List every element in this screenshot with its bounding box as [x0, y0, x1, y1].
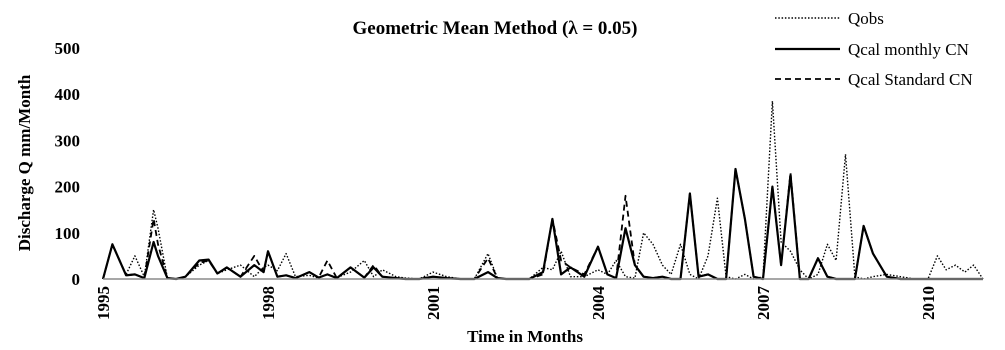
- x-tick-labels: 1995 1998 2001 2004 2007 2010: [94, 286, 938, 321]
- y-tick-label: 400: [55, 85, 81, 104]
- y-tick-label: 200: [55, 178, 81, 197]
- y-tick-label: 300: [55, 131, 81, 150]
- x-tick-label: 2010: [919, 286, 938, 320]
- x-tick-label: 2004: [589, 286, 608, 321]
- y-tick-label: 0: [72, 270, 81, 289]
- y-axis-title-group: Discharge Q mm/Month: [15, 74, 34, 251]
- y-tick-label: 500: [55, 39, 81, 58]
- series-line-dashed: [102, 168, 983, 280]
- x-axis-title: Time in Months: [467, 327, 583, 346]
- x-tick-label: 1995: [94, 286, 113, 320]
- legend-label: Qcal Standard CN: [848, 70, 973, 89]
- legend: Qobs Qcal monthly CN Qcal Standard CN: [775, 9, 973, 89]
- x-tick-label: 2007: [754, 286, 773, 321]
- legend-label: Qobs: [848, 9, 884, 28]
- y-axis-title: Discharge Q mm/Month: [15, 74, 34, 251]
- series-lines: [101, 100, 984, 281]
- legend-label: Qcal monthly CN: [848, 40, 969, 59]
- series-line-dotted: [102, 100, 984, 280]
- x-tick-label: 2001: [424, 286, 443, 320]
- chart-title: Geometric Mean Method (λ = 0.05): [352, 18, 637, 39]
- y-tick-labels: 0 100 200 300 400 500: [55, 39, 81, 289]
- y-tick-label: 100: [55, 224, 81, 243]
- x-tick-label: 1998: [259, 286, 278, 320]
